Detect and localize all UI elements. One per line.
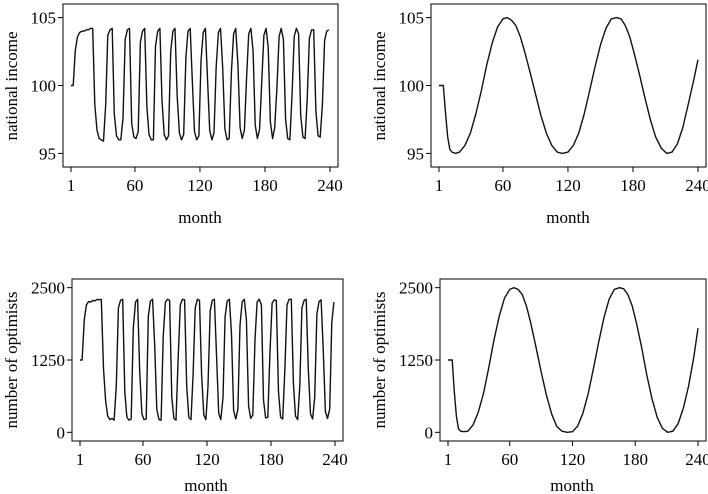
x-tick-label: 240 [685, 176, 708, 195]
x-tick-label: 120 [194, 450, 220, 469]
plot-frame [71, 278, 344, 442]
x-tick-label: 60 [126, 176, 143, 195]
series-line [71, 27, 330, 142]
panel-income-fast: 1 60 120 180 240 95 100 105 month national inco… [2, 3, 343, 227]
x-tick-label: 240 [322, 450, 348, 469]
x-tick-label: 240 [685, 450, 708, 469]
series-line [80, 298, 335, 421]
series-line [448, 287, 699, 433]
x-tick-label: 1 [444, 450, 453, 469]
plot-marks: 1 60 120 180 240 95 100 105 [31, 9, 343, 195]
y-tick-label: 100 [399, 77, 425, 96]
plot-marks: 1 60 120 180 240 0 1250 2500 [31, 279, 348, 469]
y-tick-label: 1250 [399, 351, 433, 370]
y-tick-label: 0 [425, 423, 434, 442]
y-tick-label: 95 [407, 144, 424, 163]
y-tick-label: 95 [39, 144, 56, 163]
x-tick-label: 180 [258, 450, 284, 469]
y-tick-label: 105 [399, 9, 425, 28]
x-tick-label: 180 [620, 176, 646, 195]
x-tick-label: 60 [134, 450, 151, 469]
y-tick-label: 0 [57, 423, 66, 442]
plot-marks: 1 60 120 180 240 95 100 105 [399, 9, 708, 195]
x-tick-label: 1 [435, 176, 444, 195]
x-tick-label: 1 [76, 450, 85, 469]
y-tick-label: 1250 [31, 351, 65, 370]
x-tick-label: 120 [187, 176, 213, 195]
plot-frame [439, 278, 707, 442]
x-tick-label: 180 [622, 450, 648, 469]
panel-income-slow: 1 60 120 180 240 95 100 105 month national inco… [370, 3, 708, 227]
y-axis-label: number of optimists [2, 292, 21, 429]
x-axis-label: month [178, 208, 222, 227]
x-tick-label: 60 [501, 450, 518, 469]
y-axis-label: number of optimists [370, 292, 389, 429]
x-tick-label: 60 [494, 176, 511, 195]
plot-frame [430, 3, 707, 168]
series-line [439, 16, 699, 155]
y-tick-label: 105 [31, 9, 57, 28]
panel-optimists-fast: 1 60 120 180 240 0 1250 2500 month number of op… [2, 278, 348, 494]
panel-optimists-slow: 1 60 120 180 240 0 1250 2500 month number of op… [370, 278, 708, 494]
x-tick-label: 240 [317, 176, 343, 195]
x-axis-label: month [184, 476, 228, 494]
y-tick-label: 2500 [399, 279, 433, 298]
x-tick-label: 180 [252, 176, 278, 195]
y-axis-label: national income [2, 31, 21, 140]
x-axis-label: month [550, 476, 594, 494]
y-axis-label: national income [370, 31, 389, 140]
y-tick-label: 2500 [31, 279, 65, 298]
y-tick-label: 100 [31, 77, 57, 96]
x-tick-label: 120 [560, 450, 586, 469]
plot-marks: 1 60 120 180 240 0 1250 2500 [399, 279, 708, 469]
x-axis-label: month [546, 208, 590, 227]
x-tick-label: 1 [67, 176, 76, 195]
x-tick-label: 120 [555, 176, 581, 195]
